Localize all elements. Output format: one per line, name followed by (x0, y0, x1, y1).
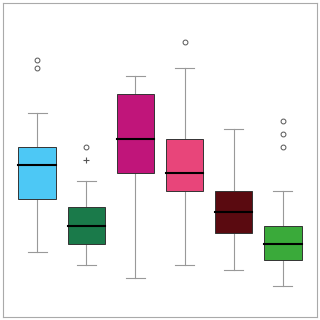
Bar (68, 207, 105, 244)
Bar (166, 139, 203, 191)
Bar (117, 94, 154, 173)
Bar (215, 191, 252, 233)
Bar (264, 226, 301, 260)
Bar (19, 147, 56, 199)
